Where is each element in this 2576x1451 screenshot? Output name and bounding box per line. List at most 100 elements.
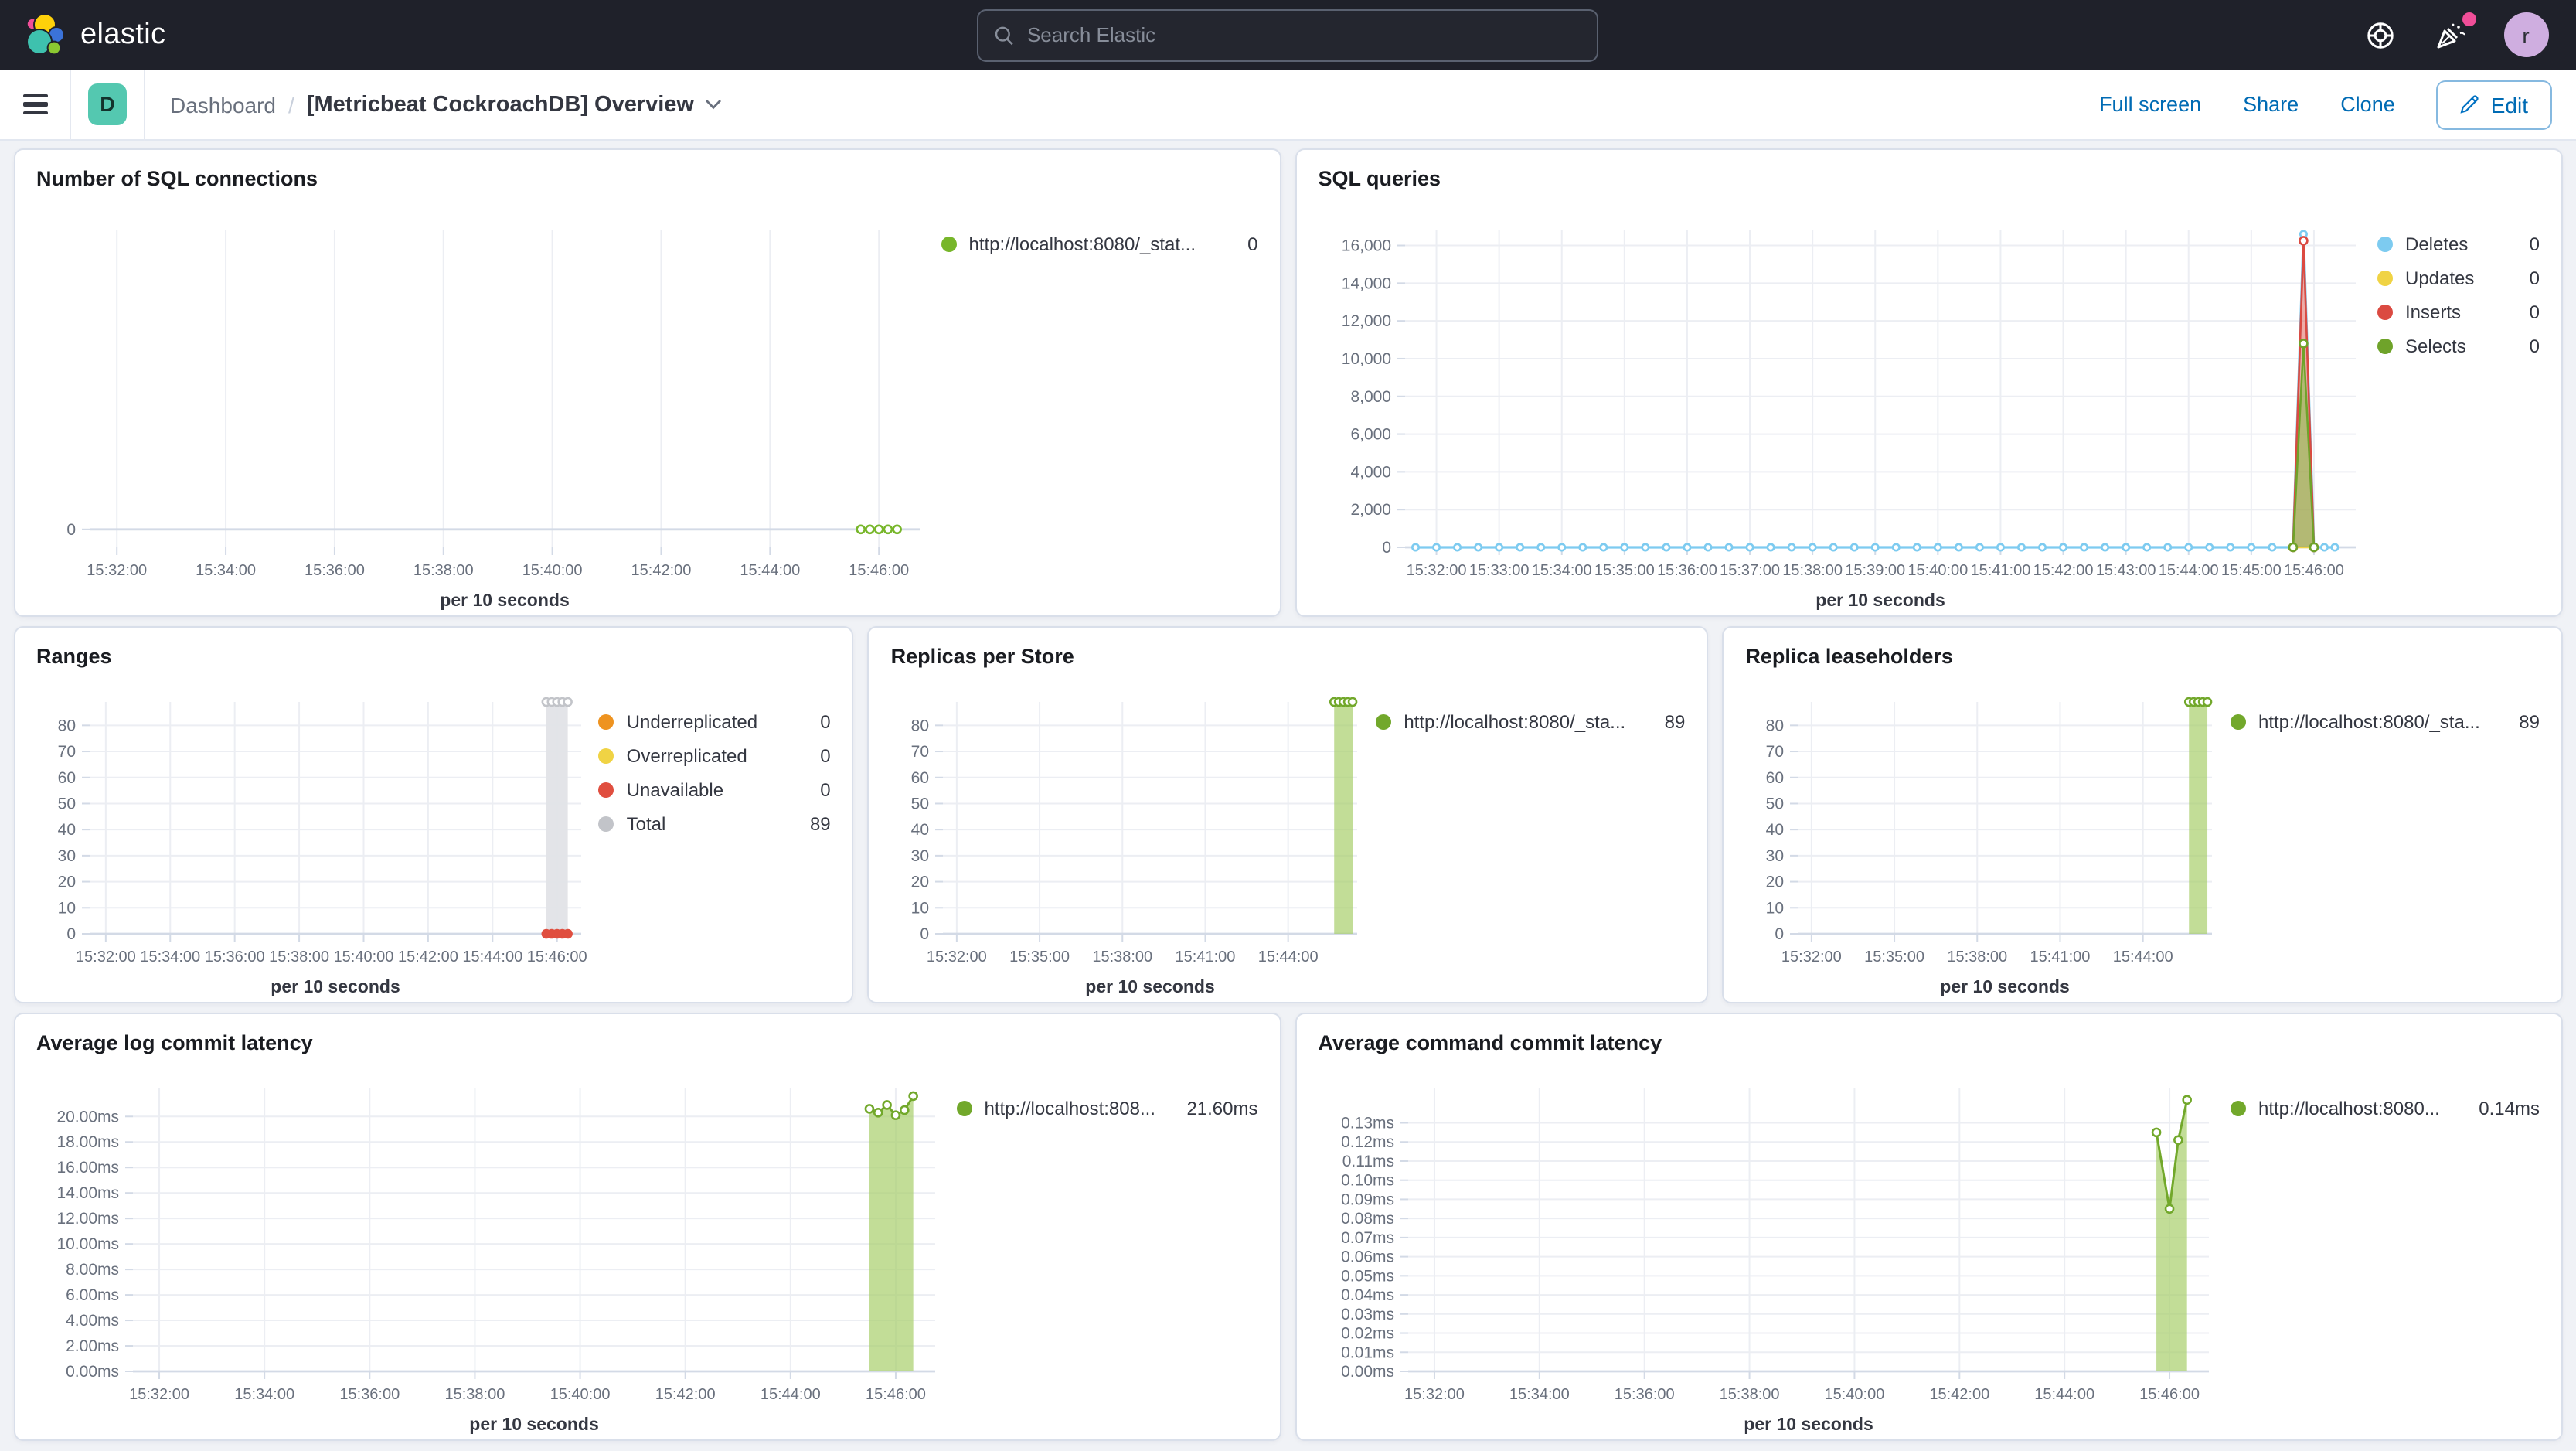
log-commit-latency-chart[interactable]: 0.00ms 2.00ms 4.00ms 6.00ms 8.00ms 10.00ms 12.… [36,1058,957,1436]
legend-item[interactable]: http://localhost:808... 21.60ms [956,1098,1258,1119]
breadcrumb-dashboard-link[interactable]: Dashboard [170,92,276,117]
svg-text:15:44:00: 15:44:00 [739,562,799,579]
clone-button[interactable]: Clone [2340,93,2395,116]
svg-text:15:46:00: 15:46:00 [2284,562,2344,579]
svg-text:0.09ms: 0.09ms [1341,1190,1394,1208]
panel-title[interactable]: Replica leaseholders [1745,645,1953,668]
page-title[interactable]: [Metricbeat CockroachDB] Overview [307,92,722,117]
svg-text:15:40:00: 15:40:00 [1907,562,1968,579]
panel-title[interactable]: Ranges [36,645,112,668]
sql-queries-chart[interactable]: 0 2,000 4,000 6,000 8,000 10,000 12,000 14,000 1… [1319,193,2378,612]
menu-button[interactable] [0,69,71,140]
svg-text:40: 40 [57,821,75,839]
chart-svg: 0 2,000 4,000 6,000 8,000 10,000 12,000 14,000 1… [1341,230,2356,610]
legend-color-dot [2377,305,2393,320]
elastic-home-link[interactable]: elastic [0,12,191,57]
svg-text:30: 30 [57,847,75,865]
svg-text:0.13ms: 0.13ms [1341,1115,1394,1133]
svg-text:per 10 seconds: per 10 seconds [1941,976,2070,996]
legend-label: http://localhost:8080... [2258,1098,2440,1119]
command-commit-latency-chart[interactable]: 0.00ms 0.01ms 0.02ms 0.03ms 0.04ms 0.05ms 0.06… [1319,1058,2231,1436]
legend-item[interactable]: Selects 0 [2377,336,2540,357]
user-avatar[interactable]: r [2503,12,2548,57]
panel-ranges: Ranges 0 10 20 30 40 50 60 70 80 15:32:00 15:34:00… [13,626,854,1003]
svg-text:15:32:00: 15:32:00 [1406,562,1466,579]
legend-value: 0.14ms [2479,1098,2540,1119]
svg-text:30: 30 [911,847,929,865]
legend-item[interactable]: http://localhost:8080... 0.14ms [2231,1098,2540,1119]
chart-legend: http://localhost:8080/_stat... 0 [941,193,1258,612]
svg-text:15:42:00: 15:42:00 [2033,562,2093,579]
svg-text:80: 80 [1766,717,1784,734]
legend-value: 89 [1664,711,1686,733]
svg-text:16.00ms: 16.00ms [56,1159,118,1177]
legend-label: Inserts [2405,301,2462,323]
chart-legend: http://localhost:8080... 0.14ms [2231,1058,2540,1436]
notification-dot [2462,12,2476,26]
svg-text:15:32:00: 15:32:00 [1404,1386,1465,1403]
svg-text:0: 0 [66,521,75,539]
panel-sql-queries: SQL queries 0 2,000 4,000 6,000 8,000 10,000 1… [1295,148,2563,617]
legend-item[interactable]: http://localhost:8080/_stat... 0 [941,233,1258,255]
panel-average-command-commit-latency: Average command commit latency 0.00ms 0.0… [1295,1013,2563,1441]
panel-title[interactable]: Average log commit latency [36,1031,313,1054]
legend-item[interactable]: Underreplicated 0 [598,711,831,733]
svg-text:15:38:00: 15:38:00 [1719,1386,1779,1403]
svg-text:6,000: 6,000 [1350,426,1391,444]
svg-text:0.07ms: 0.07ms [1341,1229,1394,1247]
panel-title[interactable]: SQL queries [1318,167,1441,190]
ranges-chart[interactable]: 0 10 20 30 40 50 60 70 80 15:32:00 15:34:00 15:36:0… [36,671,599,999]
space-badge[interactable]: D [88,83,127,125]
svg-text:per 10 seconds: per 10 seconds [439,590,568,610]
edit-button[interactable]: Edit [2436,80,2551,129]
svg-text:14.00ms: 14.00ms [56,1184,118,1202]
svg-text:0.02ms: 0.02ms [1341,1325,1394,1343]
legend-label: Total [626,813,666,835]
share-button[interactable]: Share [2243,93,2299,116]
legend-item[interactable]: Updates 0 [2377,267,2540,289]
panel-title[interactable]: Replicas per Store [890,645,1074,668]
search-input[interactable] [1026,23,1582,46]
legend-value: 0 [2529,301,2540,323]
replica-leaseholders-chart[interactable]: 0 10 20 30 40 50 60 70 80 15:32:00 15:35:00 15:38:0… [1745,671,2231,999]
sql-connections-chart[interactable]: 0 15:32:00 15:34:00 15:36:00 15:38:00 15:40:0… [36,193,941,612]
svg-text:4.00ms: 4.00ms [65,1312,118,1330]
svg-text:60: 60 [911,769,929,787]
legend-item[interactable]: http://localhost:8080/_sta... 89 [1376,711,1685,733]
svg-text:0.12ms: 0.12ms [1341,1133,1394,1151]
help-button[interactable] [2361,16,2398,53]
svg-text:0: 0 [66,925,75,943]
chart-legend: http://localhost:8080/_sta... 89 [1376,671,1685,999]
panel-title[interactable]: Average command commit latency [1318,1031,1662,1054]
legend-item[interactable]: Overreplicated 0 [598,745,831,767]
logo-wordmark: elastic [80,18,166,50]
legend-label: http://localhost:808... [984,1098,1156,1119]
svg-text:15:46:00: 15:46:00 [526,949,587,966]
svg-text:0.00ms: 0.00ms [1341,1363,1394,1381]
replicas-per-store-chart[interactable]: 0 10 20 30 40 50 60 70 80 15:32:00 15:35:00 15:38:0… [891,671,1376,999]
svg-text:0.08ms: 0.08ms [1341,1210,1394,1228]
svg-text:8,000: 8,000 [1350,388,1391,406]
panel-replicas-per-store: Replicas per Store 0 10 20 30 40 50 60 70 80 15:3… [867,626,1709,1003]
svg-text:15:39:00: 15:39:00 [1845,562,1905,579]
legend-item[interactable]: Deletes 0 [2377,233,2540,255]
global-search-box[interactable] [977,9,1599,61]
svg-text:15:33:00: 15:33:00 [1468,562,1529,579]
chart-legend: http://localhost:808... 21.60ms [956,1058,1258,1436]
svg-text:per 10 seconds: per 10 seconds [270,976,399,996]
panel-replica-leaseholders: Replica leaseholders 0 10 20 30 40 50 60 70 80 15… [1722,626,2563,1003]
legend-item[interactable]: Unavailable 0 [598,779,831,801]
full-screen-button[interactable]: Full screen [2099,93,2202,116]
legend-item[interactable]: http://localhost:8080/_sta... 89 [2230,711,2540,733]
panel-title[interactable]: Number of SQL connections [36,167,318,190]
chart-svg: 0 10 20 30 40 50 60 70 80 15:32:00 15:35:00 15:38:0… [1766,697,2213,996]
legend-item[interactable]: Inserts 0 [2377,301,2540,323]
svg-text:15:44:00: 15:44:00 [461,949,522,966]
legend-item[interactable]: Total 89 [598,813,831,835]
svg-text:15:42:00: 15:42:00 [1929,1386,1989,1403]
svg-text:15:40:00: 15:40:00 [550,1386,610,1403]
newsfeed-button[interactable] [2432,12,2476,53]
pencil-icon [2461,95,2479,114]
svg-text:15:38:00: 15:38:00 [413,562,473,579]
